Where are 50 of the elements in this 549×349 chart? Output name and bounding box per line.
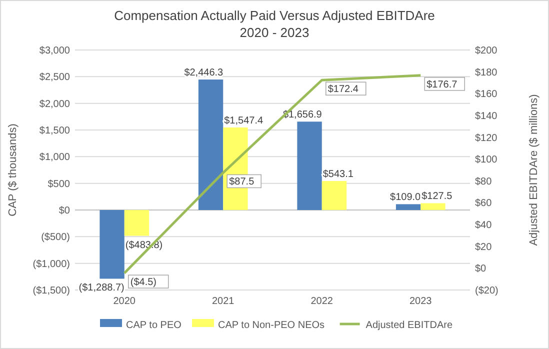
bar	[124, 210, 150, 236]
y-tick-label: ($1,500)	[32, 286, 70, 296]
chart-title: Compensation Actually Paid Versus Adjusted EBITDAre	[114, 8, 435, 23]
y-tick-label: $2,000	[39, 98, 70, 110]
bar	[198, 80, 224, 210]
y-tick-label: ($500)	[41, 232, 70, 244]
y-tick-label: $1,500	[39, 126, 70, 136]
data-label: $172.4	[328, 84, 359, 96]
x-tick-label: 2022	[310, 296, 334, 307]
data-label: $87.5	[229, 176, 255, 188]
y-tick-label: $1,000	[39, 152, 70, 164]
y2-tick-label: ($20)	[475, 286, 498, 296]
y2-tick-label: $100	[475, 154, 498, 166]
x-tick-label: 2023	[410, 296, 432, 307]
y-tick-label: ($1,000)	[32, 258, 70, 270]
y2-tick-label: $60	[475, 198, 492, 210]
x-tick-label: 2021	[212, 296, 235, 307]
y2-tick-label: $140	[475, 110, 498, 122]
data-label: $176.7	[426, 79, 458, 90]
bar	[420, 203, 446, 210]
y2-tick-label: $120	[475, 132, 498, 144]
y2-tick-label: $160	[475, 89, 498, 100]
bar	[100, 210, 124, 279]
bar	[297, 122, 322, 210]
y-tick-label: $3,000	[39, 46, 70, 56]
y2-tick-label: $80	[475, 176, 492, 188]
y2-tick-label: $0	[475, 264, 487, 275]
y2-tick-label: $180	[475, 67, 498, 78]
data-label: $127.5	[422, 191, 453, 202]
y2-tick-label: $200	[475, 46, 498, 56]
x-tick-label: 2020	[113, 296, 136, 307]
y2-tick-label: $40	[475, 220, 492, 232]
data-label: $1,547.4	[224, 115, 264, 126]
data-label: ($4.5)	[130, 277, 156, 288]
legend-label: CAP to Non-PEO NEOs	[218, 320, 325, 331]
y-tick-label: $0	[58, 206, 70, 216]
data-label: $109.0	[390, 192, 422, 204]
y2-axis-title: Adjusted EBITDAre ($ millions)	[528, 94, 540, 246]
legend-label: CAP to PEO	[126, 320, 182, 331]
bar	[322, 181, 347, 210]
chart-subtitle: 2020 - 2023	[240, 25, 310, 40]
data-label: $2,446.3	[184, 68, 224, 79]
legend-label: Adjusted EBITDAre	[366, 320, 453, 331]
bar	[396, 204, 421, 210]
data-label: $543.1	[322, 169, 354, 180]
y-axis-title: CAP ($ thousands)	[7, 124, 19, 216]
data-label: ($1,288.7)	[78, 282, 124, 294]
y-tick-label: $500	[48, 178, 70, 190]
y-tick-label: $2,500	[39, 72, 70, 84]
y2-tick-label: $20	[475, 242, 492, 253]
